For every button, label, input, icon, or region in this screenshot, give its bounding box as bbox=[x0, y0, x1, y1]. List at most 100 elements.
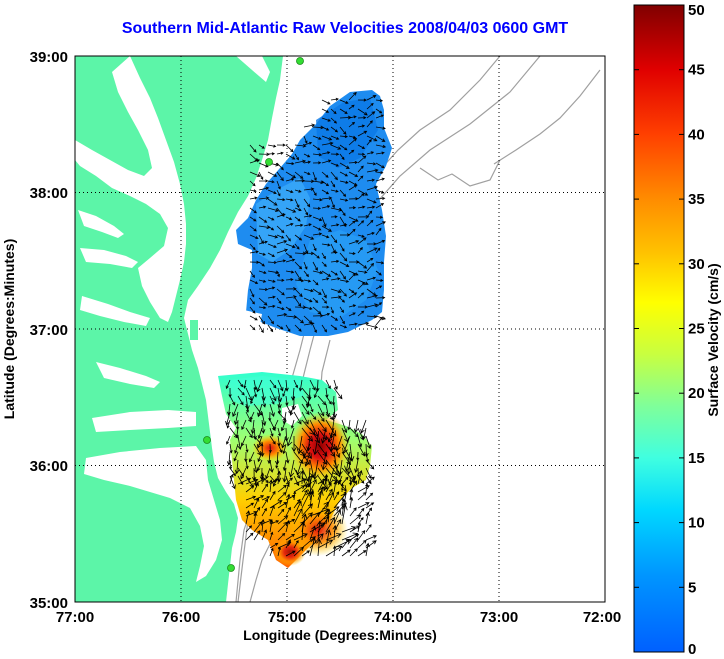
delaware-bay bbox=[236, 56, 270, 82]
velocity-arrow bbox=[229, 475, 236, 490]
velocity-arrow bbox=[243, 379, 247, 389]
velocity-arrow bbox=[375, 247, 381, 254]
colorbar-tick-label: 50 bbox=[688, 2, 705, 19]
velocity-arrow bbox=[293, 411, 302, 425]
velocity-arrow bbox=[303, 123, 316, 128]
velocity-arrow bbox=[286, 427, 295, 447]
velocity-arrow bbox=[357, 189, 369, 196]
velocity-arrow bbox=[366, 139, 372, 146]
velocity-arrow bbox=[366, 95, 377, 101]
velocity-arrow bbox=[285, 483, 290, 493]
velocity-arrow bbox=[321, 288, 327, 299]
velocity-arrow bbox=[348, 304, 357, 308]
velocity-arrow bbox=[257, 451, 263, 463]
velocity-arrow bbox=[321, 216, 327, 228]
velocity-field-south-gap bbox=[282, 404, 302, 426]
velocity-arrow bbox=[357, 155, 367, 164]
velocity-arrow bbox=[366, 102, 374, 110]
velocity-arrow bbox=[249, 324, 256, 331]
velocity-arrow bbox=[348, 216, 359, 222]
velocity-arrow bbox=[339, 223, 348, 227]
velocity-arrow bbox=[249, 171, 261, 177]
velocity-arrow bbox=[277, 443, 283, 454]
velocity-arrow bbox=[339, 180, 349, 184]
velocity-arrow bbox=[330, 251, 338, 255]
velocity-arrow bbox=[348, 149, 355, 155]
velocity-arrow bbox=[276, 234, 285, 239]
velocity-arrow bbox=[249, 196, 258, 200]
velocity-arrow bbox=[360, 419, 367, 434]
colorbar-tick-label: 10 bbox=[688, 515, 705, 532]
velocity-arrow bbox=[269, 395, 275, 405]
velocity-arrow bbox=[357, 310, 365, 317]
velocity-arrow bbox=[375, 177, 385, 182]
velocity-arrow bbox=[330, 324, 338, 331]
velocity-arrow bbox=[258, 186, 270, 191]
velocity-arrow bbox=[303, 198, 311, 208]
velocity-arrow bbox=[294, 270, 302, 281]
longitude-ticks: 77:00 76:00 75:00 74:00 73:00 72:00 bbox=[56, 609, 621, 626]
velocity-arrow bbox=[365, 524, 372, 533]
velocity-arrow bbox=[281, 435, 287, 449]
lon-tick-label: 73:00 bbox=[480, 609, 518, 626]
velocity-arrow bbox=[309, 537, 317, 557]
velocity-arrow bbox=[237, 379, 244, 388]
velocity-arrow bbox=[338, 459, 343, 476]
velocity-arrow bbox=[357, 475, 365, 484]
velocity-arrow bbox=[303, 207, 308, 216]
velocity-arrow bbox=[339, 153, 345, 161]
river-inlet bbox=[96, 362, 160, 388]
velocity-arrow bbox=[293, 485, 306, 493]
velocity-arrow bbox=[325, 533, 342, 541]
velocity-arrow bbox=[276, 297, 282, 305]
velocity-arrow bbox=[325, 395, 332, 405]
velocity-arrow bbox=[348, 220, 356, 227]
velocity-arrow bbox=[312, 288, 322, 295]
velocity-arrow bbox=[269, 427, 274, 437]
velocity-arrow bbox=[237, 475, 244, 486]
velocity-arrow bbox=[331, 411, 336, 421]
velocity-arrow bbox=[258, 287, 269, 291]
velocity-arrow bbox=[294, 297, 302, 307]
velocity-arrow bbox=[312, 180, 325, 185]
velocity-arrow bbox=[245, 411, 252, 423]
velocity-arrow bbox=[357, 234, 365, 238]
velocity-arrow bbox=[357, 270, 368, 274]
velocity-arrow bbox=[304, 451, 311, 467]
velocity-arrow bbox=[285, 216, 293, 220]
velocity-arrow bbox=[285, 533, 295, 541]
velocity-arrow bbox=[333, 492, 347, 509]
velocity-arrow bbox=[276, 189, 281, 197]
velocity-arrow bbox=[285, 144, 294, 153]
velocity-arrow bbox=[312, 144, 321, 151]
velocity-arrow bbox=[339, 207, 346, 217]
velocity-arrow bbox=[249, 243, 256, 251]
velocity-arrow bbox=[275, 459, 279, 469]
velocity-arrow bbox=[349, 488, 354, 501]
velocity-arrow bbox=[305, 395, 311, 409]
velocity-arrow bbox=[294, 207, 302, 212]
velocity-arrow bbox=[277, 508, 285, 517]
velocity-arrow bbox=[339, 288, 347, 297]
velocity-arrow bbox=[321, 180, 330, 187]
velocity-arrow bbox=[349, 507, 357, 517]
velocity-arrow bbox=[309, 411, 317, 420]
colorbar-tick-label: 45 bbox=[688, 62, 705, 79]
colorbar-tick-label: 30 bbox=[688, 256, 705, 273]
high-velocity-spot bbox=[274, 538, 306, 566]
velocity-arrow bbox=[226, 435, 231, 445]
velocity-arrow bbox=[365, 483, 369, 493]
velocity-arrow bbox=[245, 532, 254, 541]
velocity-arrow bbox=[321, 234, 330, 239]
velocity-arrow bbox=[276, 240, 288, 245]
velocity-arrow bbox=[330, 234, 338, 244]
velocity-arrow bbox=[312, 161, 322, 165]
velocity-arrow bbox=[339, 162, 350, 169]
velocity-arrow bbox=[330, 288, 342, 294]
velocity-arrow bbox=[258, 270, 267, 274]
velocity-arrow bbox=[316, 538, 322, 557]
velocity-arrow bbox=[294, 234, 303, 241]
velocity-arrow bbox=[365, 467, 372, 480]
velocity-arrow bbox=[285, 258, 296, 263]
velocity-vectors bbox=[225, 91, 387, 557]
